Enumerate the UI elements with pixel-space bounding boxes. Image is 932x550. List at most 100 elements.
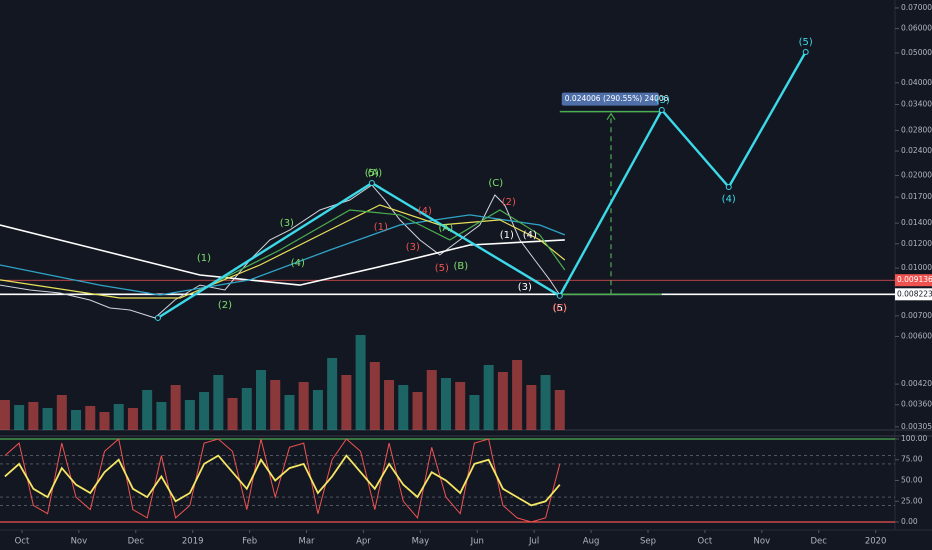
wave-label: (4) xyxy=(291,258,305,269)
volume-bar xyxy=(156,402,167,430)
wave-label: (A) xyxy=(439,223,454,234)
price-line-series xyxy=(0,204,566,299)
volume-bar xyxy=(255,370,266,430)
wave-label: (4) xyxy=(418,206,432,217)
osc-tick-label: 100.00 xyxy=(901,434,927,443)
osc-tick-label: 75.00 xyxy=(901,455,923,464)
volume-bar xyxy=(42,408,53,430)
x-tick-label: Nov xyxy=(754,537,771,547)
volume-bar xyxy=(199,392,210,430)
measure-arrowhead xyxy=(606,112,616,121)
wave-label: (5) xyxy=(553,303,567,314)
volume-bar xyxy=(14,405,25,430)
x-tick-label: Feb xyxy=(242,537,257,547)
wave-label: (4) xyxy=(722,194,736,205)
volume-bar xyxy=(56,395,67,430)
price-line-series xyxy=(0,214,566,296)
wave-point xyxy=(725,183,732,190)
volume-bar xyxy=(512,360,523,430)
osc-tick-label: 25.00 xyxy=(901,496,923,505)
y-tick-label: 0.003050 xyxy=(901,422,932,431)
volume-bar xyxy=(412,392,423,430)
x-tick-label: Oct xyxy=(698,537,713,547)
x-tick-label: Nov xyxy=(71,537,88,547)
x-tick-label: Dec xyxy=(128,537,145,547)
volume-bar xyxy=(71,410,82,430)
wave-point xyxy=(154,314,161,321)
osc-tick-label: 0.00 xyxy=(901,517,918,526)
price-tag xyxy=(895,288,932,301)
volume-bar xyxy=(398,385,409,430)
volume-bar xyxy=(341,375,352,430)
volume-bar xyxy=(440,378,451,430)
wave-label: (1) xyxy=(197,253,211,264)
x-tick-label: Mar xyxy=(299,537,316,547)
volume-bar xyxy=(426,370,437,430)
volume-bar xyxy=(28,402,39,430)
volume-bar xyxy=(483,365,494,430)
wave-point xyxy=(658,106,665,113)
x-tick-label: 2020 xyxy=(865,537,887,547)
osc-tick-label: 50.00 xyxy=(901,476,923,485)
volume-bar xyxy=(554,390,565,430)
price-line-series xyxy=(199,209,566,291)
osc-line xyxy=(4,454,561,507)
x-tick-label: Apr xyxy=(356,537,371,547)
wave-label: (1) xyxy=(374,222,388,233)
x-tick-label: Aug xyxy=(583,537,600,547)
volume-bar xyxy=(540,375,551,430)
volume-bar xyxy=(0,400,10,430)
wave-label: (C) xyxy=(552,303,567,314)
wave-label: (3) xyxy=(280,218,294,229)
x-tick-label: May xyxy=(412,537,430,547)
wave-label: (3) xyxy=(518,282,532,293)
wave-label: (2) xyxy=(218,300,232,311)
wave-label: (2) xyxy=(502,197,516,208)
volume-bar xyxy=(184,400,195,430)
volume-bar xyxy=(170,385,181,430)
x-tick-label: Sep xyxy=(640,537,656,547)
measure-box xyxy=(561,92,659,106)
wave-point xyxy=(556,292,563,299)
wave-label: (5) xyxy=(799,37,813,48)
x-tick-label: Jun xyxy=(470,537,484,547)
wave-point xyxy=(802,48,809,55)
wave-point xyxy=(368,179,375,186)
volume-bar xyxy=(455,382,466,430)
volume-bar xyxy=(284,395,295,430)
price-line-series xyxy=(0,224,565,286)
x-tick-label: 2019 xyxy=(182,537,204,547)
price-tag-label: 0.008223 xyxy=(897,289,932,298)
measure-label: 0.024006 (290.55%) 24006 xyxy=(565,94,669,103)
volume-bar xyxy=(355,335,366,430)
volume-bar xyxy=(85,406,96,430)
volume-bar xyxy=(227,398,238,430)
volume-bar xyxy=(142,390,153,430)
wave-label: (3) xyxy=(656,95,670,106)
wave-label: (1) xyxy=(500,230,514,241)
wave-label: (A) xyxy=(367,168,382,179)
wave-label: (B) xyxy=(453,261,468,272)
volume-bar xyxy=(327,358,338,430)
wave-projection xyxy=(157,51,807,319)
wave-label: (4) xyxy=(523,230,537,241)
x-tick-label: Dec xyxy=(811,537,828,547)
volume-bar xyxy=(99,412,110,430)
wave-label: (5) xyxy=(365,168,379,179)
